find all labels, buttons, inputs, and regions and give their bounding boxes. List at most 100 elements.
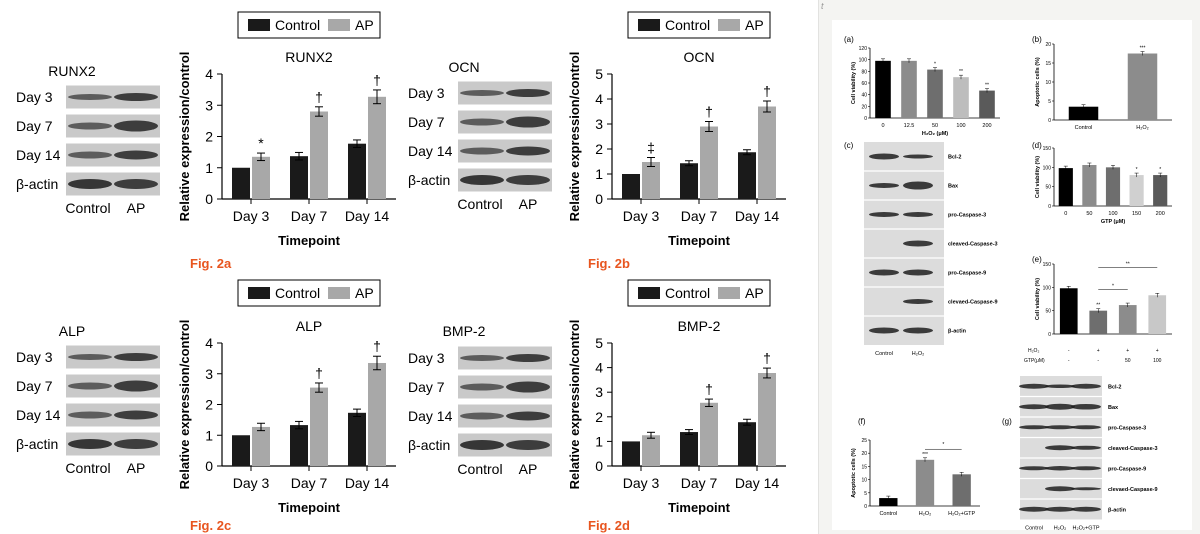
blot-strip	[458, 375, 552, 399]
y-axis-label: Cell viability (%)	[1035, 156, 1041, 198]
y-tick-label: 15	[861, 464, 867, 470]
y-tick-label: 2	[205, 129, 213, 145]
blot-band-control	[68, 122, 112, 130]
blot-strip	[458, 404, 552, 428]
treatment-gtp: 100	[1153, 358, 1162, 364]
x-tick-label: 200	[1156, 211, 1165, 217]
blot-band-label: β-actin	[948, 329, 967, 335]
significance-mark: *	[258, 135, 264, 151]
blot-band-ap	[506, 440, 550, 450]
blot-col-label: H₂O₂+GTP	[1072, 526, 1099, 532]
x-axis-label: H₂O₂ (μM)	[922, 131, 948, 137]
y-tick-label: 4	[595, 360, 603, 376]
x-axis-label: Timepoint	[278, 500, 341, 515]
blot-band-control	[460, 412, 504, 420]
row-label-h2o2: H₂O₂	[1028, 348, 1039, 354]
blot-band	[1045, 403, 1075, 410]
blot-band-label: pro-Caspase-9	[948, 271, 986, 277]
bar-control	[232, 435, 250, 466]
blot-strip	[458, 139, 552, 163]
blot-band-control	[68, 354, 112, 360]
bar-ap	[700, 402, 718, 466]
figure-label: Fig. 2d	[588, 518, 630, 533]
blot-strip	[66, 114, 160, 138]
blot-band	[1019, 404, 1049, 410]
bar-control	[738, 152, 756, 199]
significance-mark: ‡	[647, 140, 655, 156]
treatment-h2o2: +	[1126, 348, 1129, 354]
legend-swatch-ap	[328, 287, 350, 299]
y-tick-label: 0	[205, 458, 213, 474]
blot-band	[1045, 445, 1075, 451]
blot-strip	[458, 81, 552, 105]
blot-title: ALP	[59, 323, 85, 339]
blot-strip	[66, 374, 160, 398]
significance-mark: †	[705, 104, 713, 120]
y-tick-label: 15	[1045, 61, 1051, 67]
blot-strip	[66, 172, 160, 196]
blot-band	[1071, 403, 1101, 410]
blot-band-ap	[114, 120, 158, 132]
y-tick-label: 20	[861, 451, 867, 457]
bar-control	[680, 163, 698, 199]
y-tick-label: 1	[205, 427, 213, 443]
bar-control	[232, 167, 250, 199]
blot-strip	[66, 143, 160, 167]
x-tick-label: Day 7	[681, 475, 718, 491]
bar	[1129, 175, 1144, 206]
y-tick-label: 10	[1045, 80, 1051, 86]
y-tick-label: 4	[205, 66, 213, 82]
blot-band-ap	[114, 93, 158, 101]
y-tick-label: 3	[595, 384, 603, 400]
y-tick-label: 50	[1045, 185, 1051, 191]
legend-label-control: Control	[665, 285, 710, 301]
significance-mark: *	[1159, 167, 1161, 173]
legend-swatch-ap	[328, 19, 350, 31]
blot-band	[869, 327, 899, 334]
blot-band	[1071, 466, 1101, 471]
legend-swatch-ap	[718, 19, 740, 31]
y-tick-label: 2	[205, 397, 213, 413]
x-tick-label: H₂O₂	[1136, 125, 1149, 131]
right-figure-panel: t (a) 0 20 40 60 80 100 120 0 12.5 * 50 ** 100 ** 200 Cel…	[818, 0, 1200, 534]
x-tick-label: H₂O₂	[919, 511, 932, 517]
blot-band	[1019, 383, 1049, 389]
y-tick-label: 50	[1045, 309, 1051, 315]
treatment-gtp: -	[1097, 358, 1099, 364]
y-tick-label: 10	[861, 478, 867, 484]
bar-ap	[252, 426, 270, 466]
chart-title: RUNX2	[285, 49, 333, 65]
bar-control	[290, 425, 308, 466]
row-label-gtp: GTP(μM)	[1024, 358, 1045, 364]
y-tick-label: 100	[859, 58, 868, 64]
blot-band-label: clevaed-Caspase-9	[948, 300, 998, 306]
blot-band	[869, 212, 899, 217]
x-tick-label: 0	[881, 123, 884, 129]
y-axis-label: Apoptotic cells (%)	[851, 448, 857, 498]
blot-row-label: Day 14	[408, 143, 453, 159]
y-axis-label: Relative expression/control	[177, 52, 192, 222]
treatment-gtp: 50	[1125, 358, 1131, 364]
x-tick-label: Day 14	[735, 475, 780, 491]
y-tick-label: 100	[1043, 285, 1052, 291]
y-tick-label: 25	[861, 438, 867, 444]
blot-row-label: Day 3	[408, 350, 445, 366]
chart-legend: Control AP	[237, 279, 381, 307]
blot-band-label: cleaved-Caspase-3	[948, 242, 998, 248]
legend-label-control: Control	[665, 17, 710, 33]
blot-band	[1045, 425, 1075, 430]
blot-band-ap	[114, 380, 158, 392]
panel-label: (g)	[1002, 417, 1012, 426]
blot-band-control	[460, 440, 504, 450]
blot-col-label: H₂O₂	[1054, 526, 1067, 532]
blot-row-label: Day 7	[408, 114, 445, 130]
blot-band-control	[68, 382, 112, 390]
blot-band-ap	[114, 410, 158, 420]
blot-band-ap	[114, 179, 158, 189]
y-tick-label: 2	[595, 409, 603, 425]
y-tick-label: 100	[1043, 165, 1052, 171]
blot-band	[1045, 506, 1075, 512]
bar	[1082, 165, 1097, 206]
x-tick-label: Day 3	[233, 475, 270, 491]
x-tick-label: Day 14	[735, 208, 780, 224]
